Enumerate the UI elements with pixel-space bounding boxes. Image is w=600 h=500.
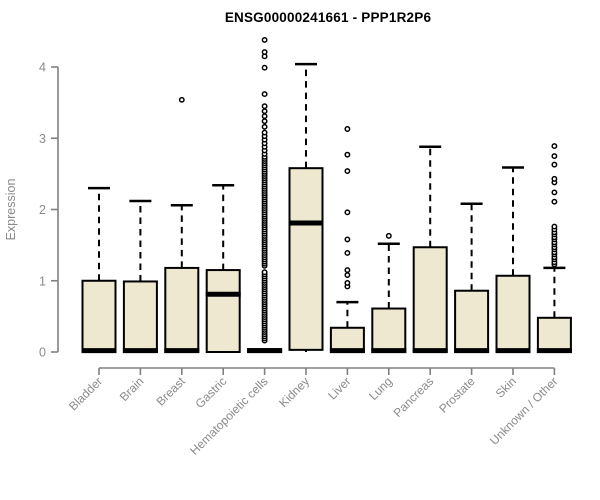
x-tick-label: Bladder (66, 374, 105, 413)
outlier-point (551, 189, 558, 196)
outlier-point (344, 209, 351, 216)
outlier-point (551, 198, 558, 205)
outlier-point (344, 272, 351, 278)
outlier-point (261, 103, 268, 110)
outlier-point (261, 91, 268, 98)
y-tick-label: 4 (39, 61, 46, 75)
iqr-box (371, 307, 407, 354)
y-tick-label: 3 (39, 132, 46, 146)
y-axis-title: Expression (4, 179, 18, 241)
iqr-box (122, 280, 158, 353)
y-tick-label: 1 (39, 274, 46, 288)
iqr-box (288, 167, 324, 351)
x-tick-label: Skin (493, 374, 519, 400)
outlier-point (344, 126, 351, 132)
iqr-box (536, 316, 572, 353)
outlier-point (261, 123, 268, 130)
outlier-point (261, 113, 268, 120)
x-tick-label: Kidney (276, 374, 312, 410)
outlier-point (261, 129, 268, 136)
box-skin (495, 166, 531, 354)
outlier-point (551, 143, 558, 150)
outlier-point (261, 36, 268, 43)
box-bladder (81, 186, 117, 354)
outlier-point (261, 108, 268, 115)
iqr-box (495, 274, 531, 354)
x-tick-label: Prostate (436, 374, 478, 416)
box-lung (371, 232, 407, 354)
outlier-point (344, 151, 351, 158)
outlier-point (261, 49, 268, 55)
y-axis: 0 1 2 3 4 Expression (4, 61, 59, 360)
box-pancreas (412, 145, 448, 354)
x-tick-label: Breast (153, 374, 188, 409)
box-kidney (288, 62, 324, 352)
outlier-point (344, 236, 351, 243)
iqr-box (81, 279, 117, 353)
x-tick-label: Liver (325, 374, 353, 402)
outlier-point (551, 153, 558, 160)
iqr-box (205, 269, 241, 353)
outlier-point (385, 232, 392, 239)
box-prostate (454, 202, 490, 354)
x-tick-label: Brain (117, 374, 147, 404)
outlier-point (261, 269, 268, 276)
x-tick-label: Gastric (193, 374, 230, 411)
outlier-point (344, 168, 351, 174)
outlier-point (261, 64, 268, 71)
box-breast (164, 96, 200, 354)
iqr-box (412, 246, 448, 353)
box-gastric (205, 184, 241, 353)
box-hematopoietic-cells (247, 36, 283, 354)
outlier-point (178, 96, 185, 103)
outlier-point (344, 250, 351, 256)
iqr-box (164, 266, 200, 353)
outlier-point (344, 279, 351, 286)
box-brain (122, 199, 158, 354)
outlier-point (551, 161, 558, 168)
outlier-point (344, 267, 351, 274)
iqr-box (454, 289, 490, 354)
outlier-point (551, 223, 558, 230)
y-tick-label: 2 (39, 203, 46, 217)
x-tick-label: Pancreas (391, 374, 437, 420)
box-liver (329, 126, 365, 354)
chart-title: ENSG00000241661 - PPP1R2P6 (224, 10, 432, 25)
box-unknown-other (536, 143, 572, 354)
outlier-point (551, 175, 558, 182)
x-tick-label: Lung (366, 374, 395, 403)
y-tick-label: 0 (39, 346, 46, 360)
x-tick-label: Hematopoietic cells (187, 374, 270, 457)
outlier-point (261, 118, 268, 125)
